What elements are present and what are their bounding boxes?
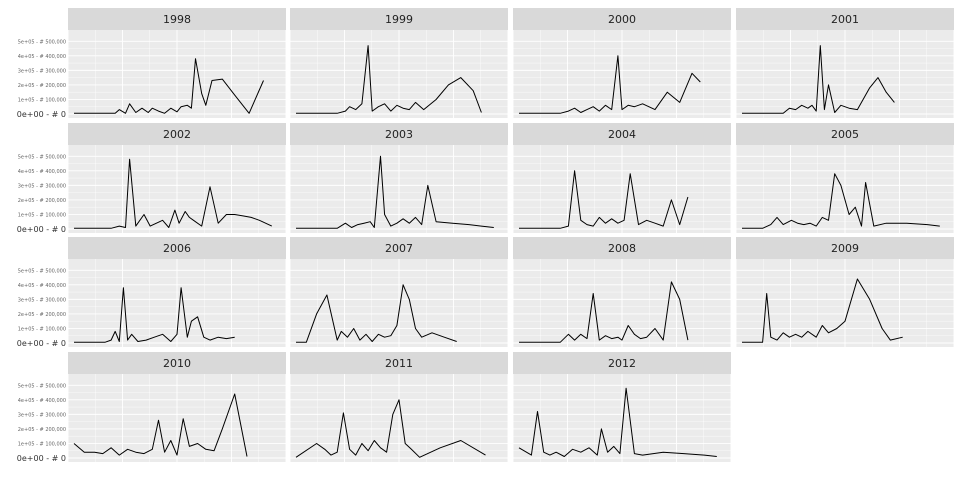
facet-strip-label: 2012: [608, 357, 636, 370]
series-line-2007: [296, 284, 457, 343]
y-tick-label: 5e+05 - # 500,000: [18, 383, 66, 389]
y-tick-label: 0e+00 - # 0: [17, 454, 66, 463]
series-line-2011: [295, 399, 486, 458]
y-tick-label: 5e+05 - # 500,000: [18, 154, 66, 160]
series-line-2001: [742, 45, 895, 114]
facet-strip: [290, 123, 508, 145]
facet-strip: [513, 8, 731, 30]
y-tick-label: 2e+05 - # 200,000: [18, 198, 66, 204]
facet-strip: [68, 237, 286, 259]
facet-strip-label: 2001: [831, 13, 859, 26]
y-tick-label: 2e+05 - # 200,000: [18, 83, 66, 89]
series-line-2004: [519, 170, 689, 229]
facet-strip-label: 2004: [608, 128, 636, 141]
y-tick-label: 5e+05 - # 500,000: [18, 268, 66, 274]
series-line-2000: [519, 55, 701, 114]
facet-strip: [68, 123, 286, 145]
y-tick-label: 0e+00 - # 0: [17, 339, 66, 348]
y-tick-label: 3e+05 - # 300,000: [18, 297, 66, 303]
facet-strip-label: 1998: [163, 13, 191, 26]
facet-strip-label: 2005: [831, 128, 859, 141]
facet-strip: [513, 352, 731, 374]
facet-panel-2010: 2010 0e+00 - # 0 1e+05 - # 100,000 2e+05 - …: [17, 352, 287, 463]
facet-panel-2008: 2008: [512, 237, 732, 347]
facet-panel-2000: 2000: [512, 8, 732, 118]
facet-panel-2012: 2012: [512, 352, 732, 462]
facet-panel-1998: 1998 0e+00 - # 0 1e+05 - # 100,000 2e+05 - …: [17, 8, 287, 119]
y-tick-label: 5e+05 - # 500,000: [18, 39, 66, 45]
y-tick-label: 0e+00 - # 0: [17, 110, 66, 119]
facet-strip: [736, 8, 954, 30]
facet-panel-2009: 2009: [735, 237, 955, 347]
facet-strip-label: 2002: [163, 128, 191, 141]
facet-strip: [290, 237, 508, 259]
y-tick-label: 2e+05 - # 200,000: [18, 312, 66, 318]
y-tick-label: 1e+05 - # 100,000: [18, 212, 66, 218]
y-tick-label: 4e+05 - # 400,000: [18, 169, 66, 175]
y-tick-label: 3e+05 - # 300,000: [18, 183, 66, 189]
series-line-2005: [742, 173, 940, 229]
facet-strip-label: 2009: [831, 242, 859, 255]
series-line-2012: [518, 387, 717, 457]
series-line-2010: [73, 393, 248, 457]
y-tick-label: 4e+05 - # 400,000: [18, 54, 66, 60]
y-tick-label: 4e+05 - # 400,000: [18, 398, 66, 404]
y-tick-label: 3e+05 - # 300,000: [18, 412, 66, 418]
y-tick-label: 0e+00 - # 0: [17, 225, 66, 234]
y-tick-label: 2e+05 - # 200,000: [18, 427, 66, 433]
facet-strip: [513, 237, 731, 259]
series-line-1998: [74, 58, 264, 114]
facet-strip-label: 2000: [608, 13, 636, 26]
facet-panel-2007: 2007: [289, 237, 509, 347]
facet-strip-label: 2008: [608, 242, 636, 255]
facet-panel-2004: 2004: [512, 123, 732, 233]
facet-panel-2011: 2011: [289, 352, 509, 462]
facet-panel-2006: 2006 0e+00 - # 0 1e+05 - # 100,000 2e+05 - …: [17, 237, 287, 348]
facet-strip-label: 1999: [385, 13, 413, 26]
y-tick-label: 4e+05 - # 400,000: [18, 283, 66, 289]
facet-panel-2005: 2005: [735, 123, 955, 233]
series-line-2002: [74, 158, 273, 229]
y-tick-label: 1e+05 - # 100,000: [18, 326, 66, 332]
series-line-2008: [519, 281, 689, 343]
facet-panel-2002: 2002 0e+00 - # 0 1e+05 - # 100,000 2e+05 - …: [17, 123, 287, 234]
facet-strip-label: 2010: [163, 357, 191, 370]
facet-strip: [290, 8, 508, 30]
series-line-1999: [296, 45, 482, 114]
facet-panel-1999: 1999: [289, 8, 509, 118]
facet-panel-2003: 2003: [289, 123, 509, 233]
y-tick-label: 1e+05 - # 100,000: [18, 441, 66, 447]
facet-strip-label: 2003: [385, 128, 413, 141]
facet-strip: [736, 237, 954, 259]
y-tick-label: 1e+05 - # 100,000: [18, 97, 66, 103]
facet-strip: [513, 123, 731, 145]
series-line-2003: [296, 155, 494, 229]
facet-strip: [736, 123, 954, 145]
series-line-2006: [74, 287, 235, 343]
facet-strip: [68, 8, 286, 30]
y-tick-label: 3e+05 - # 300,000: [18, 68, 66, 74]
series-line-2009: [742, 278, 903, 343]
facet-strip: [290, 352, 508, 374]
facet-strip-label: 2006: [163, 242, 191, 255]
facet-strip-label: 2011: [385, 357, 413, 370]
facet-strip-label: 2007: [385, 242, 413, 255]
facet-strip: [68, 352, 286, 374]
facet-panel-2001: 2001: [735, 8, 955, 118]
